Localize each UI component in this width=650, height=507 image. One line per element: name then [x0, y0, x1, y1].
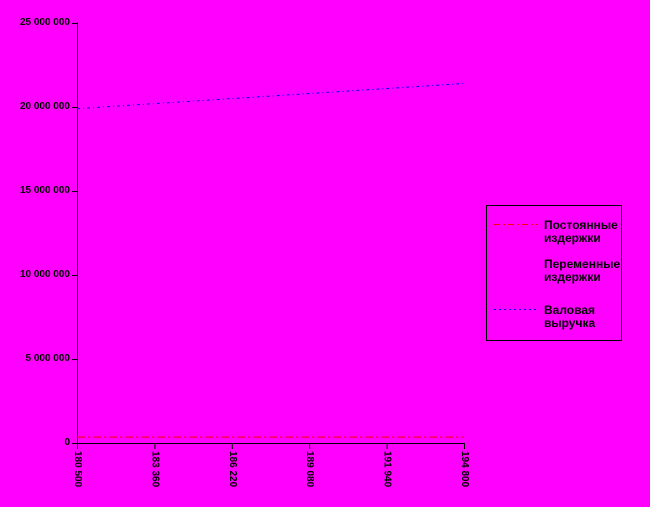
gross-revenue-line-sample	[494, 309, 538, 310]
legend-label-line: Постоянные	[544, 218, 618, 232]
series-line	[76, 82, 465, 110]
legend-label-gross-revenue: Валовая выручка	[544, 304, 595, 330]
y-tick-label: 5 000 000	[25, 353, 71, 364]
axis-ticks	[72, 23, 465, 449]
y-tick-label: 0	[64, 437, 70, 448]
legend-label-fixed-costs: Постоянные издержки	[544, 219, 618, 245]
legend-label-line: выручка	[544, 316, 596, 330]
x-tick-label: 189 080	[304, 451, 316, 488]
legend-label-line: издержки	[544, 270, 601, 284]
legend-label-line: издержки	[544, 231, 601, 245]
variable-costs-line-sample	[494, 263, 538, 264]
x-tick-label: 183 360	[149, 451, 161, 488]
legend-entry-gross-revenue: Валовая выручка	[487, 304, 621, 334]
y-tick-label: 25 000 000	[19, 17, 70, 28]
legend-label-variable-costs: Переменные издержки	[544, 258, 620, 284]
x-tick-label: 194 800	[459, 451, 470, 488]
y-tick-label: 15 000 000	[19, 185, 70, 196]
data-series	[76, 82, 465, 438]
y-tick-label: 10 000 000	[19, 269, 70, 280]
legend-entry-variable-costs: Переменные издержки	[487, 258, 621, 288]
fixed-costs-line-sample	[494, 224, 538, 225]
legend-label-line: Переменные	[544, 257, 621, 271]
x-tick-label: 186 220	[226, 451, 238, 488]
legend-label-line: Валовая	[544, 303, 596, 317]
x-tick-label: 180 500	[72, 451, 83, 488]
legend-entry-fixed-costs: Постоянные издержки	[487, 219, 621, 249]
legend-box: Постоянные издержки Переменные издержки …	[486, 205, 622, 341]
y-tick-label: 20 000 000	[19, 101, 70, 112]
x-tick-label: 191 940	[381, 451, 393, 488]
